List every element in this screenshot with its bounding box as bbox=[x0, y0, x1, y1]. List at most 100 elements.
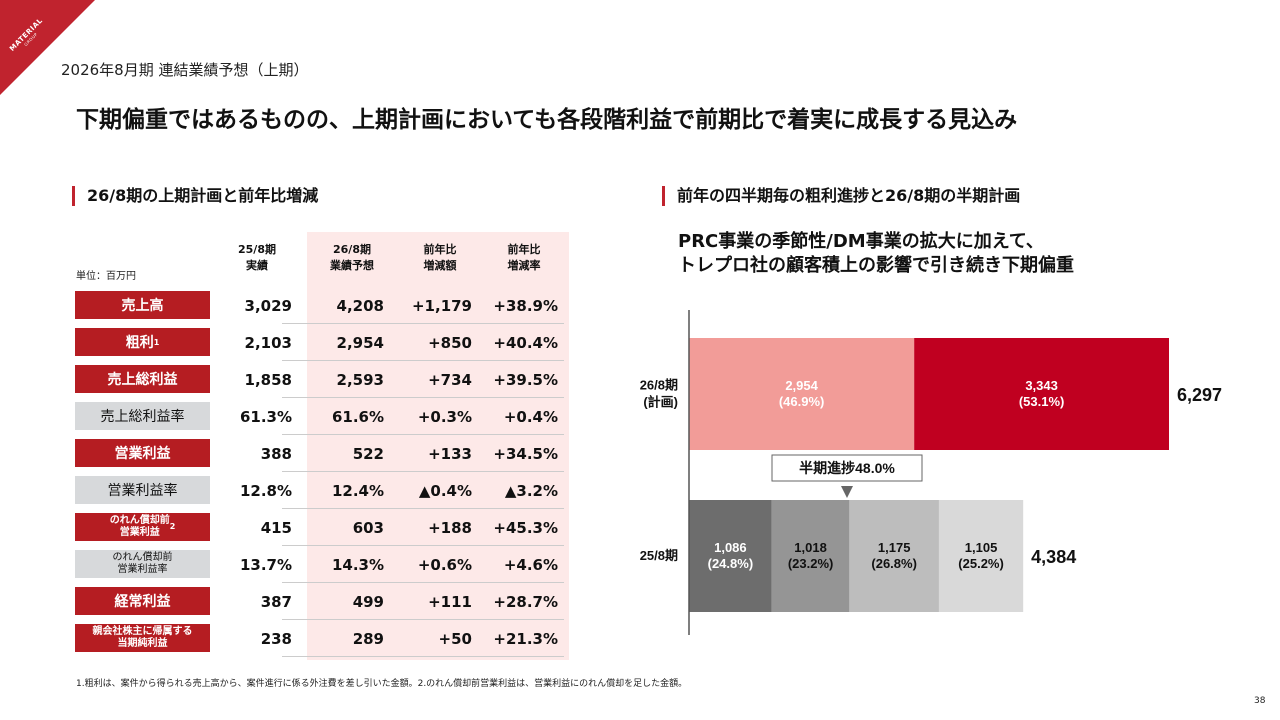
cell-v2: 603 bbox=[352, 518, 384, 537]
cell-v3: ▲0.4% bbox=[418, 481, 472, 500]
category-label: (計画) bbox=[643, 395, 678, 410]
row-label-text: のれん償却前 営業利益 bbox=[109, 515, 170, 538]
cell-v1: 61.3% bbox=[239, 407, 292, 426]
cell-v4: +45.3% bbox=[493, 518, 558, 537]
col-header-forecast: 26/8期 業績予想 bbox=[330, 243, 374, 272]
row-label: 売上総利益率 bbox=[75, 402, 210, 430]
right-section-title: 前年の四半期毎の粗利進捗と26/8期の半期計画 bbox=[662, 186, 1020, 206]
bar-segment bbox=[849, 500, 939, 612]
cell-v1: 238 bbox=[260, 629, 292, 648]
slide-headline: 下期偏重ではあるものの、上期計画においても各段階利益で前期比で着実に成長する見込… bbox=[76, 107, 1018, 133]
cell-v4: +28.7% bbox=[493, 592, 558, 611]
row-label-text: 粗利 bbox=[125, 335, 154, 351]
segment-value-label: 1,086 bbox=[714, 540, 747, 555]
cell-v4: +39.5% bbox=[493, 370, 558, 389]
cell-v1: 415 bbox=[260, 518, 292, 537]
col-header-yoy-amount: 前年比 増減額 bbox=[423, 243, 457, 272]
row-label: 親会社株主に帰属する 当期純利益 bbox=[75, 624, 210, 652]
cell-v3: +0.6% bbox=[417, 555, 472, 574]
footnote: 1.粗利は、案件から得られる売上高から、案件進行に係る外注費を差し引いた金額。2… bbox=[76, 679, 688, 689]
cell-v1: 12.8% bbox=[239, 481, 292, 500]
cell-v4: +21.3% bbox=[493, 629, 558, 648]
cell-v2: 2,593 bbox=[336, 370, 384, 389]
row-divider bbox=[282, 471, 564, 472]
bar-segment bbox=[689, 338, 915, 450]
cell-v3: +850 bbox=[428, 333, 472, 352]
row-divider bbox=[282, 619, 564, 620]
cell-v4: +38.9% bbox=[493, 296, 558, 315]
category-label: 26/8期 bbox=[640, 378, 678, 393]
row-label: 売上高 bbox=[75, 291, 210, 319]
cell-v2: 4,208 bbox=[336, 296, 384, 315]
cell-v1: 1,858 bbox=[244, 370, 292, 389]
row-divider bbox=[282, 434, 564, 435]
row-label: 売上総利益 bbox=[75, 365, 210, 393]
footnote-marker: 1 bbox=[153, 337, 160, 347]
segment-percent-label: (53.1%) bbox=[1019, 394, 1065, 409]
cell-v4: +0.4% bbox=[503, 407, 558, 426]
cell-v3: +1,179 bbox=[411, 296, 472, 315]
row-label: 営業利益 bbox=[75, 439, 210, 467]
left-section-title: 26/8期の上期計画と前年比増減 bbox=[72, 186, 318, 206]
segment-percent-label: (26.8%) bbox=[871, 556, 917, 571]
table-row: 粗利 1 2,103 2,954 +850 +40.4% bbox=[72, 324, 564, 361]
segment-percent-label: (23.2%) bbox=[788, 556, 834, 571]
segment-value-label: 1,018 bbox=[794, 540, 827, 555]
category-label: 25/8期 bbox=[640, 548, 678, 563]
bar-total-label: 4,384 bbox=[1031, 547, 1076, 567]
table-row: 営業利益率 12.8% 12.4% ▲0.4% ▲3.2% bbox=[72, 472, 564, 509]
annotation-box bbox=[771, 454, 923, 482]
cell-v1: 13.7% bbox=[239, 555, 292, 574]
corner-logo-badge: MATERIAL GROUP bbox=[0, 0, 95, 95]
cell-v3: +111 bbox=[428, 592, 472, 611]
cell-v2: 522 bbox=[352, 444, 384, 463]
cell-v4: ▲3.2% bbox=[504, 481, 558, 500]
table-row: のれん償却前 営業利益 2 415 603 +188 +45.3% bbox=[72, 509, 564, 546]
forecast-highlight-column bbox=[307, 232, 569, 660]
row-label-text: 営業利益率 bbox=[107, 483, 178, 499]
corner-triangle bbox=[0, 0, 95, 95]
cell-v3: +188 bbox=[428, 518, 472, 537]
col-header-prev-actual: 25/8期 実績 bbox=[238, 243, 276, 272]
slide-subtitle: 2026年8月期 連結業績予想（上期） bbox=[61, 61, 309, 79]
table-row: 営業利益 388 522 +133 +34.5% bbox=[72, 435, 564, 472]
annotation-text: 半期進捗48.0% bbox=[799, 460, 895, 476]
row-label: のれん償却前 営業利益 2 bbox=[75, 513, 210, 541]
cell-v3: +734 bbox=[428, 370, 472, 389]
segment-value-label: 1,175 bbox=[878, 540, 911, 555]
row-divider bbox=[282, 582, 564, 583]
table-row: 売上総利益率 61.3% 61.6% +0.3% +0.4% bbox=[72, 398, 564, 435]
row-divider bbox=[282, 508, 564, 509]
segment-value-label: 3,343 bbox=[1025, 378, 1058, 393]
row-label-text: 親会社株主に帰属する 当期純利益 bbox=[92, 626, 193, 649]
row-divider bbox=[282, 397, 564, 398]
cell-v2: 499 bbox=[352, 592, 384, 611]
cell-v2: 61.6% bbox=[331, 407, 384, 426]
cell-v1: 387 bbox=[260, 592, 292, 611]
row-label-text: 営業利益 bbox=[114, 446, 171, 462]
row-label: のれん償却前 営業利益率 bbox=[75, 550, 210, 578]
bar-total-label: 6,297 bbox=[1177, 385, 1222, 405]
table-row: 経常利益 387 499 +111 +28.7% bbox=[72, 583, 564, 620]
cell-v2: 289 bbox=[352, 629, 384, 648]
table-row: 売上総利益 1,858 2,593 +734 +39.5% bbox=[72, 361, 564, 398]
cell-v3: +50 bbox=[438, 629, 472, 648]
gross-profit-chart: 2,954(46.9%) 3,343(53.1%) 6,297 26/8期 (計画) 1,… bbox=[640, 310, 1222, 635]
segment-percent-label: (24.8%) bbox=[708, 556, 754, 571]
row-divider bbox=[282, 545, 564, 546]
cell-v1: 2,103 bbox=[244, 333, 292, 352]
row-divider bbox=[282, 656, 564, 657]
row-label-text: 売上総利益率 bbox=[100, 409, 185, 425]
bar-segment bbox=[689, 500, 772, 612]
segment-value-label: 1,105 bbox=[965, 540, 998, 555]
cell-v2: 12.4% bbox=[331, 481, 384, 500]
page-number: 38 bbox=[1254, 696, 1266, 706]
segment-percent-label: (46.9%) bbox=[779, 394, 825, 409]
table-row: 売上高 3,029 4,208 +1,179 +38.9% bbox=[72, 287, 564, 324]
row-label: 営業利益率 bbox=[75, 476, 210, 504]
row-divider bbox=[282, 323, 564, 324]
bar-segment bbox=[771, 500, 850, 612]
cell-v4: +4.6% bbox=[503, 555, 558, 574]
row-label: 経常利益 bbox=[75, 587, 210, 615]
cell-v1: 3,029 bbox=[244, 296, 292, 315]
